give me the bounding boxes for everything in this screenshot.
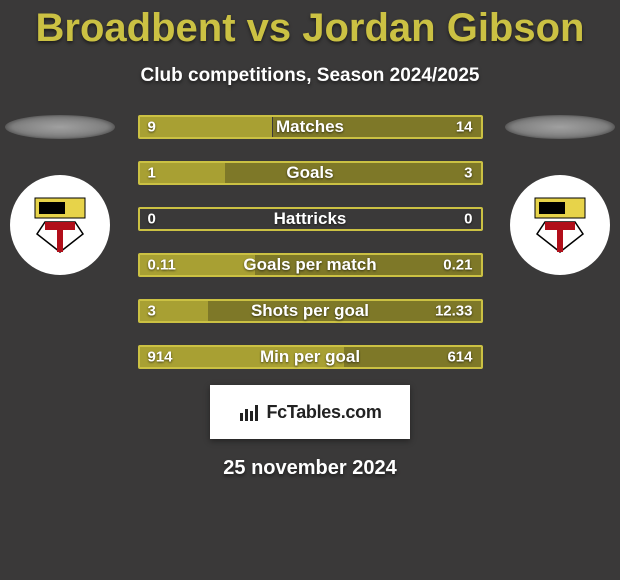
stat-bars: Matches914Goals13Hattricks00Goals per ma…: [138, 115, 483, 369]
stat-value-left: 9: [148, 119, 156, 136]
brand-chart-icon: [238, 401, 260, 423]
stat-value-left: 1: [148, 165, 156, 182]
stat-row: Goals per match 0.11 0.21: [138, 253, 483, 277]
stat-value-right: 14: [456, 119, 473, 136]
stat-row: Min per goal 914 614: [138, 345, 483, 369]
stat-row: Hattricks 0 0: [138, 207, 483, 231]
player-right-shadow: [505, 115, 615, 139]
stat-label: Matches: [276, 117, 344, 137]
stat-value-left: 3: [148, 303, 156, 320]
stat-row: Matches 9 14: [138, 115, 483, 139]
stat-value-right: 3: [464, 165, 472, 182]
stat-value-left: 0.11: [148, 257, 176, 274]
stat-value-right: 0.21: [443, 257, 472, 274]
brand-badge: FcTables.com: [210, 385, 410, 439]
comparison-title: Broadbent vs Jordan Gibson: [0, 0, 620, 51]
stat-value-right: 0: [464, 211, 472, 228]
stat-value-right: 12.33: [435, 303, 473, 320]
stat-label: Min per goal: [260, 347, 360, 367]
footer-date: 25 november 2024: [0, 457, 620, 480]
stat-fill-right: [225, 163, 481, 183]
crest-left-icon: [25, 190, 95, 260]
player-left-column: [0, 115, 120, 275]
stat-value-left: 914: [148, 349, 173, 366]
club-crest-left: [10, 175, 110, 275]
stat-row: Shots per goal 3 12.33: [138, 299, 483, 323]
brand-text: FcTables.com: [266, 402, 381, 423]
stat-label: Hattricks: [274, 209, 347, 229]
season-subtitle: Club competitions, Season 2024/2025: [0, 65, 620, 87]
stat-value-right: 614: [447, 349, 472, 366]
player-left-shadow: [5, 115, 115, 139]
club-crest-right: [510, 175, 610, 275]
stat-row: Goals 1 3: [138, 161, 483, 185]
stat-value-left: 0: [148, 211, 156, 228]
crest-right-icon: [525, 190, 595, 260]
stat-fill-left: [140, 117, 273, 137]
stat-label: Goals: [286, 163, 333, 183]
stat-label: Goals per match: [243, 255, 376, 275]
stat-label: Shots per goal: [251, 301, 369, 321]
player-right-column: [500, 115, 620, 275]
comparison-stage: Matches914Goals13Hattricks00Goals per ma…: [0, 115, 620, 369]
